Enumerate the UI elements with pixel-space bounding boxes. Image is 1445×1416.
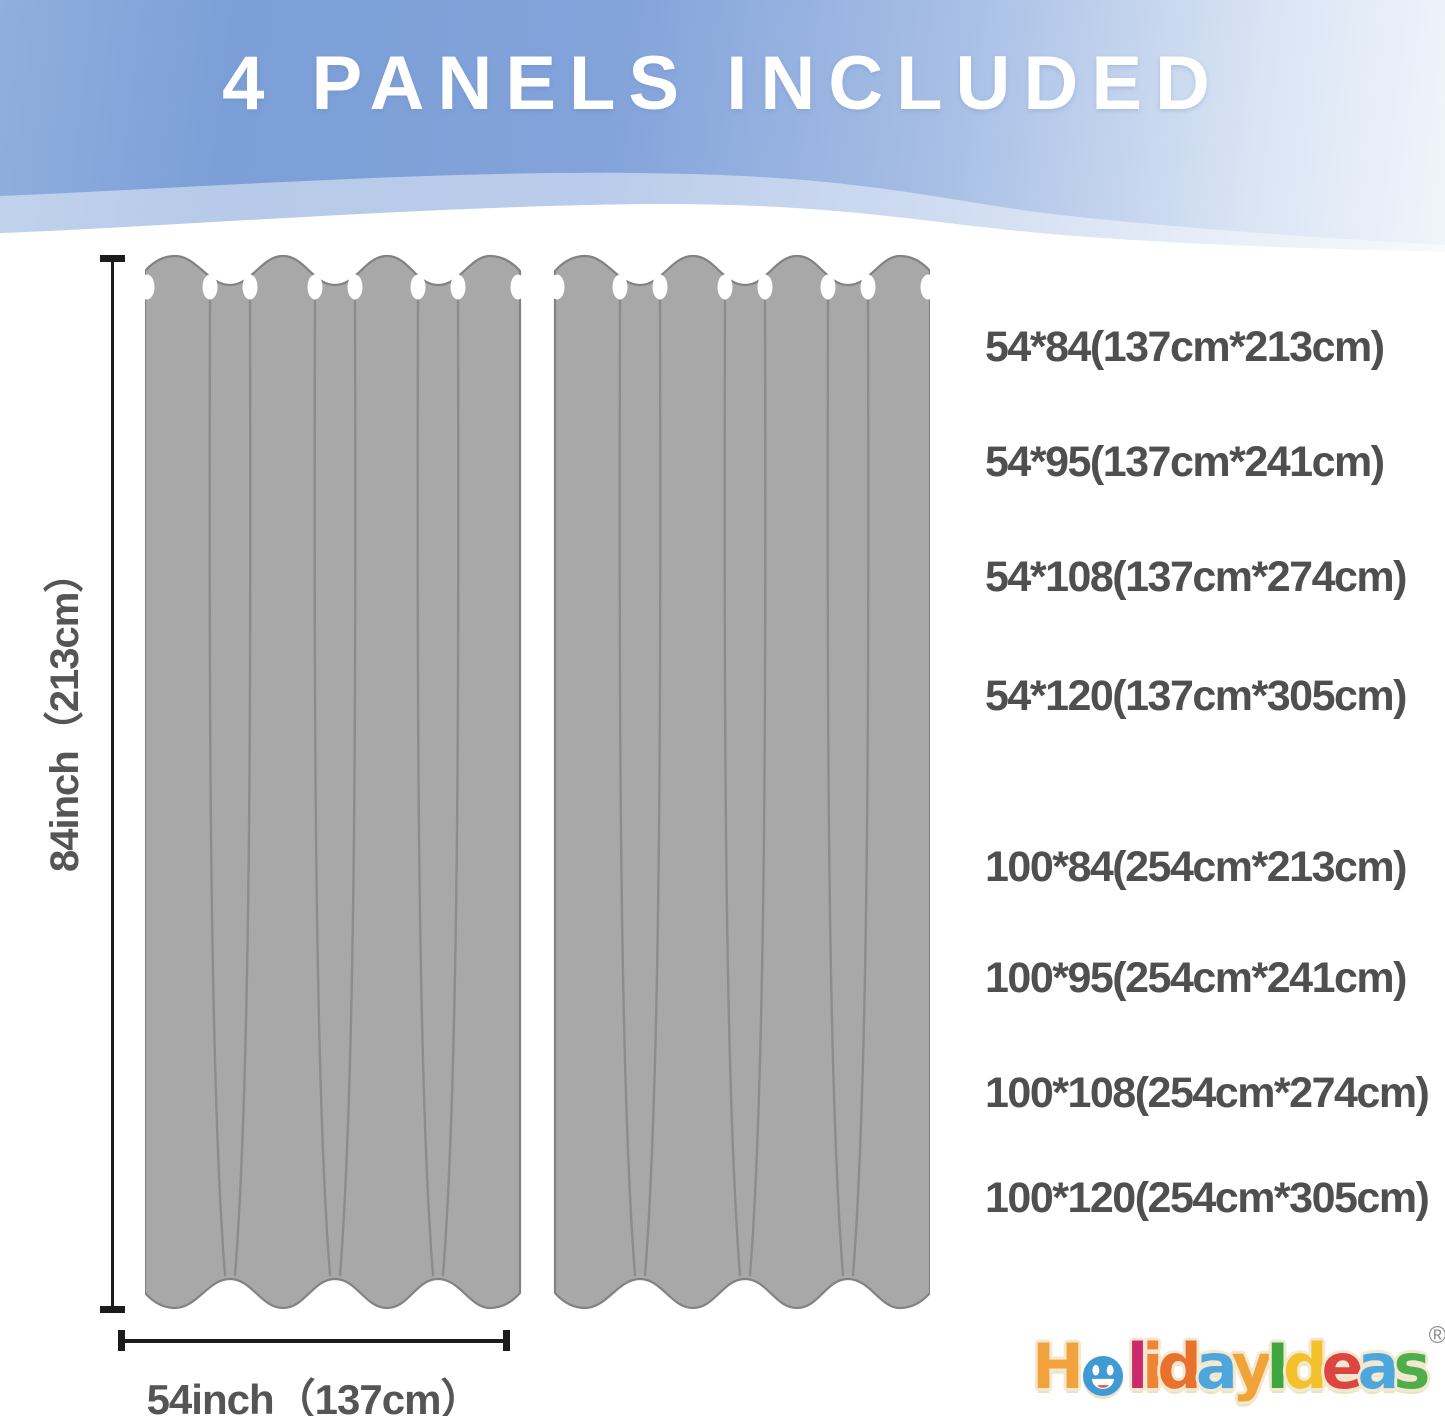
size-option: 54*108(137cm*274cm) <box>985 553 1407 601</box>
size-option: 54*120(137cm*305cm) <box>985 672 1407 720</box>
size-option: 100*95(254cm*241cm) <box>985 954 1407 1002</box>
size-option: 100*84(254cm*213cm) <box>985 843 1407 891</box>
height-dimension-line <box>111 259 114 1306</box>
logo-letter: y <box>1231 1330 1272 1403</box>
logo-letter: e <box>1321 1330 1364 1403</box>
brand-logo: H l i d a y I d e a s ® <box>1032 1324 1445 1403</box>
height-dimension-label: 84inch（213cm） <box>43 553 87 872</box>
logo-letter: d <box>1157 1330 1201 1403</box>
page-title: 4 PANELS INCLUDED <box>222 41 1223 126</box>
curtain-panel-left <box>145 254 527 1310</box>
smiley-face-o-icon <box>1082 1355 1123 1397</box>
size-option: 100*120(254cm*305cm) <box>985 1174 1430 1222</box>
height-dimension-cap-bottom <box>100 1306 125 1313</box>
header-wave <box>0 172 1445 266</box>
size-option: 54*84(137cm*213cm) <box>985 323 1385 371</box>
logo-letter: l <box>1126 1330 1148 1403</box>
width-dimension-cap-right <box>503 1330 510 1351</box>
width-dimension-label: 54inch（137cm） <box>146 1376 483 1416</box>
logo-letter: a <box>1357 1330 1400 1403</box>
height-dimension-cap-top <box>100 255 125 262</box>
logo-letter: H <box>1032 1330 1084 1403</box>
size-option: 54*95(137cm*241cm) <box>985 438 1385 486</box>
logo-letter: I <box>1266 1330 1289 1403</box>
curtain-panels-illustration <box>145 254 930 1310</box>
header-banner: 4 PANELS INCLUDED <box>0 0 1445 266</box>
logo-letter: s <box>1393 1330 1430 1403</box>
logo-letter: i <box>1142 1330 1163 1403</box>
width-dimension-cap-left <box>118 1330 125 1351</box>
width-dimension-line <box>121 1339 507 1343</box>
curtain-panel-right <box>548 254 930 1310</box>
registered-trademark-icon: ® <box>1428 1322 1445 1349</box>
size-option: 100*108(254cm*274cm) <box>985 1069 1430 1117</box>
logo-letter: a <box>1195 1330 1238 1403</box>
logo-letter: d <box>1283 1330 1327 1403</box>
